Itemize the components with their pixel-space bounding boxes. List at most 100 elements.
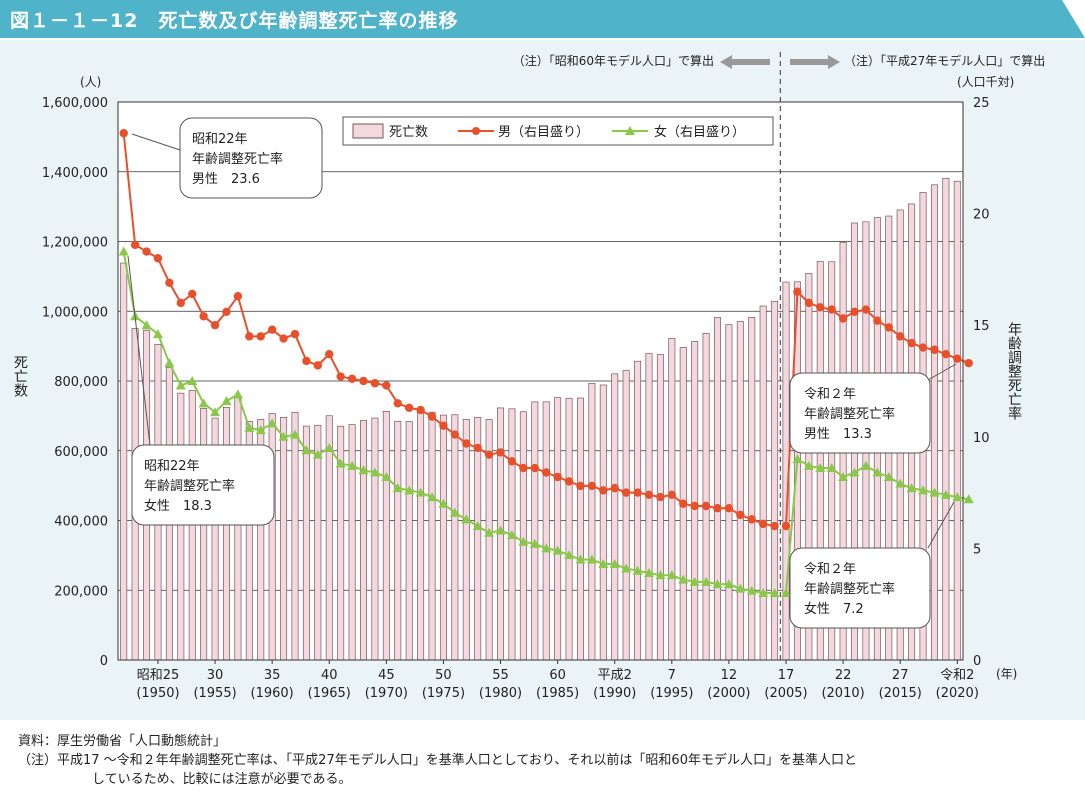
death-bar — [542, 401, 550, 661]
x-tick-year-label: (1955) — [193, 686, 236, 701]
x-tick-year-label: (1975) — [422, 686, 465, 701]
female-rate-point — [815, 463, 826, 473]
left-tick-label: 1,600,000 — [42, 96, 108, 111]
death-bar — [177, 392, 185, 661]
female-rate-point — [918, 485, 929, 495]
death-bar — [736, 321, 744, 661]
female-rate-point — [701, 576, 712, 586]
callout-female-1947: 昭和22年 年齢調整死亡率 女性 18.3 — [127, 255, 275, 526]
male-rate-point — [210, 321, 220, 330]
notes: 資料：厚生労働省「人口動態統計」 （注）平成17 ～令和２年年齢調整死亡率は、「… — [18, 732, 1068, 789]
male-rate-point — [359, 376, 368, 386]
death-bar — [930, 184, 938, 661]
female-rate-point — [152, 329, 163, 339]
female-rate-point — [609, 559, 620, 569]
right-tick-label: 15 — [973, 319, 990, 334]
male-rate-point — [416, 405, 425, 415]
male-rate-point — [404, 403, 414, 412]
title-bar: 図１－１－12 死亡数及び年齢調整死亡率の推移 — [0, 0, 1085, 38]
callout-female-1947-line3: 女性 18.3 — [144, 498, 212, 514]
male-rate-point — [599, 486, 608, 495]
callout-male-2020-line3: 男性 13.3 — [804, 427, 872, 442]
callout-male-1947-box — [179, 117, 323, 199]
left-tick-label: 200,000 — [54, 584, 108, 599]
female-rate-point — [735, 583, 746, 593]
male-rate-point — [370, 379, 380, 388]
male-rate-point — [564, 477, 574, 486]
chart: （注）「昭和60年モデル人口」で算出 （注）「平成27年モデル人口」で算出 (人… — [12, 52, 1045, 701]
male-rate-point — [313, 361, 323, 370]
female-rate-point — [198, 398, 209, 408]
male-rate-point — [724, 504, 734, 513]
female-rate-point — [883, 471, 894, 481]
male-rate-point — [427, 412, 437, 421]
male-rate-point — [290, 329, 300, 339]
male-rate-point — [690, 501, 699, 511]
female-rate-point — [689, 576, 700, 586]
death-bar — [462, 418, 470, 661]
x-tick-era-label: 17 — [778, 668, 795, 683]
male-rate-point — [587, 481, 597, 491]
x-tick-era-label: 60 — [549, 668, 566, 683]
male-rate-point — [245, 332, 254, 341]
female-rate-point — [860, 460, 871, 470]
x-tick-era-label: 令和2 — [940, 668, 974, 683]
female-rate-point — [267, 418, 278, 428]
male-rate-point — [462, 439, 471, 448]
note-line-1: （注）平成17 ～令和２年年齢調整死亡率は、「平成27年モデル人口」を基準人口と… — [18, 753, 857, 768]
female-rate-point — [324, 442, 335, 452]
right-arrow-shaft — [790, 59, 830, 65]
x-axis-unit: (年) — [996, 667, 1017, 681]
male-rate-point — [382, 381, 391, 390]
period-note-left: （注）「昭和60年モデル人口」で算出 — [513, 53, 714, 68]
left-tick-label: 0 — [100, 654, 108, 669]
x-tick-era-label: 7 — [668, 668, 676, 683]
x-tick-era-label: 12 — [721, 668, 738, 683]
female-rate-point — [564, 550, 575, 560]
male-rate-point — [633, 488, 642, 497]
female-rate-point — [289, 429, 300, 439]
male-rate-point — [781, 521, 791, 531]
source-note: 資料：厚生労働省「人口動態統計」 — [18, 734, 227, 749]
male-rate-point — [507, 457, 517, 466]
death-bar — [428, 411, 436, 661]
male-rate-point — [553, 472, 562, 482]
death-bar — [771, 300, 779, 661]
female-rate-point — [541, 543, 552, 553]
death-bar — [280, 417, 288, 661]
male-rate-point — [770, 521, 779, 531]
female-rate-point — [255, 425, 266, 435]
male-rate-point — [679, 499, 688, 508]
death-bar — [576, 397, 584, 661]
left-tick-label: 800,000 — [54, 375, 108, 390]
female-rate-point — [586, 554, 597, 564]
x-tick-era-label: 50 — [435, 668, 452, 683]
callout-male-2020-line1: 令和２年 — [804, 387, 856, 402]
male-rate-point — [542, 468, 551, 477]
death-bar — [668, 338, 676, 661]
male-rate-point — [918, 343, 928, 352]
death-bar — [599, 384, 607, 661]
female-rate-point — [746, 585, 757, 595]
female-rate-point — [232, 389, 243, 399]
legend-male-marker — [472, 127, 480, 135]
x-tick-era-label: 27 — [892, 668, 909, 683]
female-rate-point — [506, 530, 517, 540]
x-tick-year-label: (2020) — [936, 686, 979, 701]
male-rate-point — [827, 305, 836, 314]
death-bar — [714, 317, 721, 661]
death-bar — [611, 373, 619, 661]
male-rate-point — [393, 399, 402, 408]
callout-male-1947-line2: 年齢調整死亡率 — [192, 151, 283, 167]
female-rate-point — [666, 570, 677, 580]
left-arrow-shaft — [730, 59, 770, 65]
x-tick-era-label: 30 — [207, 668, 224, 683]
male-rate-point — [930, 345, 939, 354]
death-bar — [565, 397, 573, 661]
x-tick-year-label: (1960) — [251, 686, 294, 701]
female-rate-point — [621, 563, 632, 573]
right-tick-label: 0 — [973, 654, 981, 669]
male-rate-point — [450, 430, 460, 439]
death-bar — [725, 324, 733, 661]
female-rate-point — [301, 445, 312, 455]
